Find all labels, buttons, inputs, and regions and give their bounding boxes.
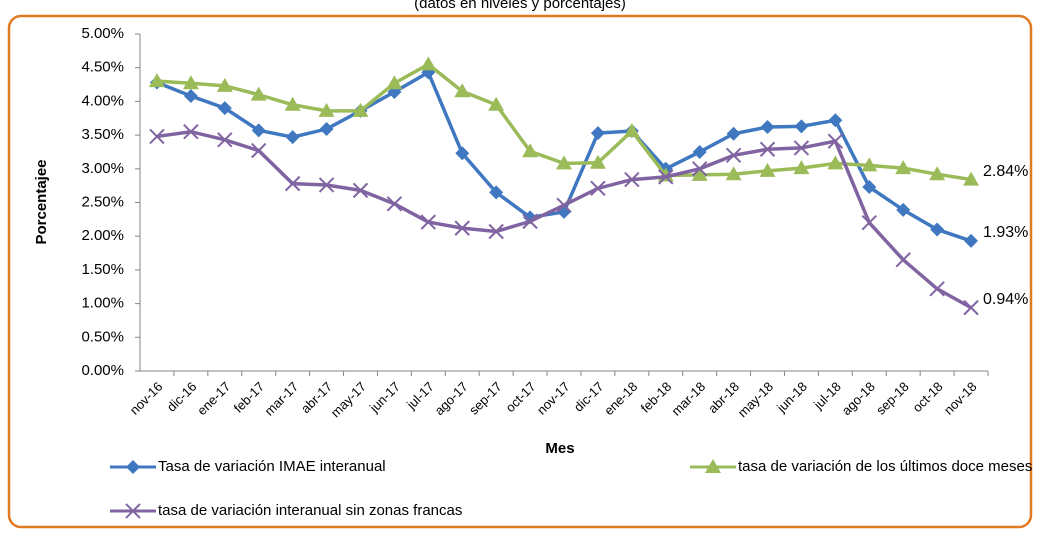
point xyxy=(522,213,538,230)
y-tick-label: 2.50% xyxy=(81,193,124,210)
point xyxy=(125,503,141,519)
point xyxy=(929,281,945,297)
point xyxy=(827,133,844,149)
point xyxy=(828,113,843,128)
point xyxy=(352,182,369,199)
point xyxy=(827,155,844,170)
point xyxy=(420,214,437,230)
point xyxy=(705,459,721,473)
point xyxy=(862,179,877,194)
point xyxy=(250,86,267,101)
point xyxy=(454,83,471,98)
point xyxy=(182,75,199,90)
y-tick-label: 0.00% xyxy=(81,362,124,379)
point xyxy=(386,75,403,90)
point xyxy=(930,222,945,237)
point xyxy=(148,73,165,88)
y-tick-label: 4.50% xyxy=(81,59,124,76)
point xyxy=(794,119,809,134)
point xyxy=(692,144,707,159)
point xyxy=(488,223,504,240)
point xyxy=(149,128,165,145)
x-axis-label: Mes xyxy=(545,440,574,457)
point xyxy=(216,77,233,92)
point xyxy=(896,202,911,217)
y-tick-label: 3.00% xyxy=(81,160,124,177)
point xyxy=(284,96,301,111)
point xyxy=(126,460,140,474)
data-label: 1.93% xyxy=(983,224,1028,241)
y-tick-label: 1.00% xyxy=(81,295,124,312)
data-label: 0.94% xyxy=(983,291,1028,308)
point xyxy=(963,171,980,186)
chart-frame xyxy=(7,14,1033,529)
legend-label: Tasa de variación IMAE interanual xyxy=(158,458,386,475)
point xyxy=(488,96,505,111)
point xyxy=(318,102,335,117)
point xyxy=(386,196,403,212)
y-tick-label: 4.00% xyxy=(81,92,124,109)
point xyxy=(589,154,606,169)
y-tick-label: 2.00% xyxy=(81,227,124,244)
data-label: 2.84% xyxy=(983,163,1028,180)
point xyxy=(963,299,979,316)
point xyxy=(793,160,810,175)
point xyxy=(183,89,198,104)
point xyxy=(726,126,741,141)
point xyxy=(861,157,878,172)
point xyxy=(352,102,369,117)
point xyxy=(319,122,334,137)
point xyxy=(861,215,877,231)
point xyxy=(691,166,708,181)
point xyxy=(929,166,946,181)
y-axis-label: Porcentajee xyxy=(33,159,50,244)
point xyxy=(759,162,776,177)
point xyxy=(489,185,504,200)
point xyxy=(759,141,776,157)
point xyxy=(285,130,300,145)
point xyxy=(725,147,742,164)
y-tick-label: 3.50% xyxy=(81,126,124,143)
point xyxy=(964,233,979,248)
point xyxy=(420,56,437,71)
point xyxy=(895,252,911,268)
y-tick-label: 1.50% xyxy=(81,261,124,278)
point xyxy=(217,132,233,148)
point xyxy=(623,123,640,138)
point xyxy=(556,155,572,170)
y-tick-label: 5.00% xyxy=(81,25,124,42)
legend-label: tasa de variación de los últimos doce me… xyxy=(738,458,1032,475)
point xyxy=(251,142,267,159)
point xyxy=(895,160,912,175)
point xyxy=(590,180,606,197)
point xyxy=(760,120,775,135)
point xyxy=(658,169,674,185)
point xyxy=(318,177,335,193)
point xyxy=(284,175,301,192)
y-tick-label: 0.50% xyxy=(81,328,124,345)
point xyxy=(556,197,572,213)
legend-label: tasa de variación interanual sin zonas f… xyxy=(158,502,462,519)
point xyxy=(590,126,605,141)
chart-subtitle: (datos en niveles y porcentajes) xyxy=(414,0,626,12)
point xyxy=(725,166,742,181)
point xyxy=(793,140,810,156)
point xyxy=(691,161,708,177)
point xyxy=(455,146,470,161)
point xyxy=(251,123,266,138)
point xyxy=(454,220,470,236)
point xyxy=(183,124,199,140)
point xyxy=(624,171,640,188)
point xyxy=(217,101,232,116)
point xyxy=(522,143,539,158)
